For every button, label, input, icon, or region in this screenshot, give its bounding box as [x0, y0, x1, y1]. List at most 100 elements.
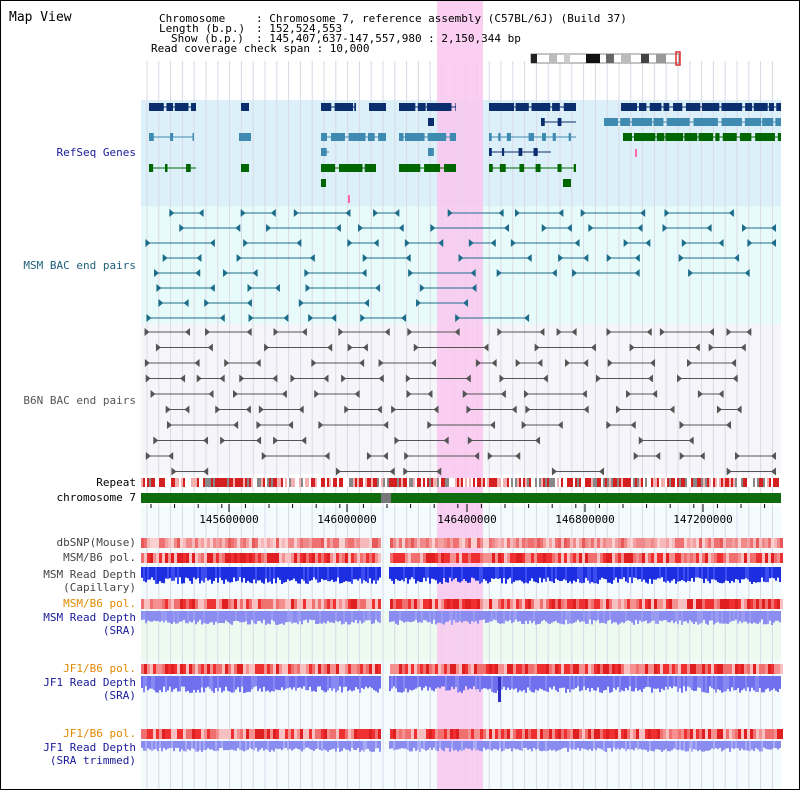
bac-end-marker [144, 359, 150, 367]
depth-bar [665, 567, 667, 583]
bac-end-marker [274, 284, 280, 292]
heat-cell [630, 599, 633, 609]
repeat-segment [735, 478, 737, 487]
depth-bar [769, 676, 771, 692]
depth-bar [659, 567, 661, 579]
depth-bar [219, 611, 221, 623]
heat-cell [402, 664, 405, 674]
heat-cell [225, 599, 228, 609]
depth-bar [427, 676, 429, 691]
track-label-jf1-trim[interactable]: JF1 Read Depth [43, 741, 136, 754]
bac-end-marker [215, 405, 221, 414]
repeat-segment [353, 478, 355, 487]
track-label-chromosome[interactable]: chromosome 7 [56, 491, 136, 504]
track-label-b6n-bac[interactable]: B6N BAC end pairs [23, 394, 136, 407]
repeat-segment [563, 478, 565, 487]
depth-bar [355, 611, 357, 620]
ruler-tick-label: 145600000 [199, 513, 259, 526]
bac-end-marker [298, 299, 304, 307]
repeat-segment [157, 478, 159, 487]
bac-end-marker [463, 299, 469, 307]
depth-bar [771, 676, 773, 691]
heat-cell [351, 538, 354, 548]
heat-cell [279, 599, 282, 609]
track-label-jf1-depth[interactable]: JF1 Read Depth [43, 676, 136, 689]
depth-bar [601, 741, 603, 750]
repeat-segment [373, 478, 375, 487]
bac-end-marker [598, 467, 604, 476]
heat-cell [519, 599, 522, 609]
track-label-msm-depth-sra[interactable]: MSM Read Depth [43, 611, 136, 624]
depth-bar [509, 676, 511, 690]
heat-cell [180, 553, 183, 563]
heat-cell [159, 538, 162, 548]
track-label-msm-pol[interactable]: MSM/B6 pol. [63, 551, 136, 564]
bac-end-marker [526, 254, 532, 262]
depth-bar [595, 567, 597, 584]
depth-bar [547, 676, 549, 693]
heat-cell [498, 729, 501, 739]
depth-bar [143, 676, 145, 693]
repeat-segment [185, 478, 187, 487]
heat-cell [159, 729, 162, 739]
depth-bar [607, 741, 609, 749]
track-label-msm-pol-2[interactable]: MSM/B6 pol. [63, 597, 136, 610]
heat-cell [312, 553, 315, 563]
heat-cell [408, 729, 411, 739]
depth-bar [153, 676, 155, 691]
heat-cell [774, 538, 777, 548]
depth-bar [703, 676, 705, 693]
bac-end-marker [688, 269, 694, 277]
heat-cell [666, 553, 669, 563]
depth-bar [515, 567, 517, 581]
repeat-segment [313, 478, 315, 487]
heat-cell [426, 729, 429, 739]
heat-cell [489, 729, 492, 739]
depth-bar [269, 611, 271, 625]
depth-bar [347, 741, 349, 750]
depth-bar [631, 741, 633, 750]
depth-bar [455, 567, 457, 578]
repeat-segment [651, 478, 653, 487]
depth-bar [205, 611, 207, 624]
bac-end-marker [771, 239, 776, 247]
track-label-msm-depth-cap[interactable]: MSM Read Depth [43, 568, 136, 581]
heat-cell [699, 599, 702, 609]
depth-bar [765, 567, 767, 583]
depth-bar [687, 676, 689, 687]
bac-end-marker [196, 254, 202, 262]
bac-end-marker [407, 328, 413, 336]
track-label-dbsnp[interactable]: dbSNP(Mouse) [56, 536, 136, 549]
track-label-jf1-depth-sub: (SRA) [102, 689, 136, 702]
heat-cell [432, 664, 435, 674]
track-label-refseq[interactable]: RefSeq Genes [56, 146, 136, 159]
heat-cell [720, 553, 723, 563]
track-label-jf1-pol-2[interactable]: JF1/B6 pol. [63, 727, 136, 740]
bac-end-marker [341, 374, 347, 383]
track-label-jf1-pol[interactable]: JF1/B6 pol. [63, 662, 136, 675]
heat-cell [336, 599, 339, 609]
repeat-segment [479, 478, 481, 487]
heat-cell [150, 664, 153, 674]
heat-cell [543, 599, 546, 609]
depth-bar [235, 741, 237, 751]
track-label-msm-bac[interactable]: MSM BAC end pairs [23, 259, 136, 272]
bac-end-marker [195, 269, 201, 277]
depth-bar [273, 611, 275, 622]
bac-end-marker [246, 328, 252, 336]
depth-bar [207, 741, 209, 749]
heat-cell [519, 729, 522, 739]
heat-cell [357, 553, 360, 563]
depth-bar [213, 676, 215, 693]
gene-exon [753, 103, 768, 111]
ideogram-band [549, 54, 557, 63]
depth-bar [317, 611, 319, 624]
heat-cell [222, 664, 225, 674]
gene-exon [762, 118, 774, 126]
track-label-repeat[interactable]: Repeat [96, 476, 136, 489]
heat-cell [321, 664, 324, 674]
chromosome-gap [381, 493, 391, 503]
depth-bar [437, 741, 439, 752]
bac-end-marker [154, 269, 160, 277]
heat-cell [273, 729, 276, 739]
